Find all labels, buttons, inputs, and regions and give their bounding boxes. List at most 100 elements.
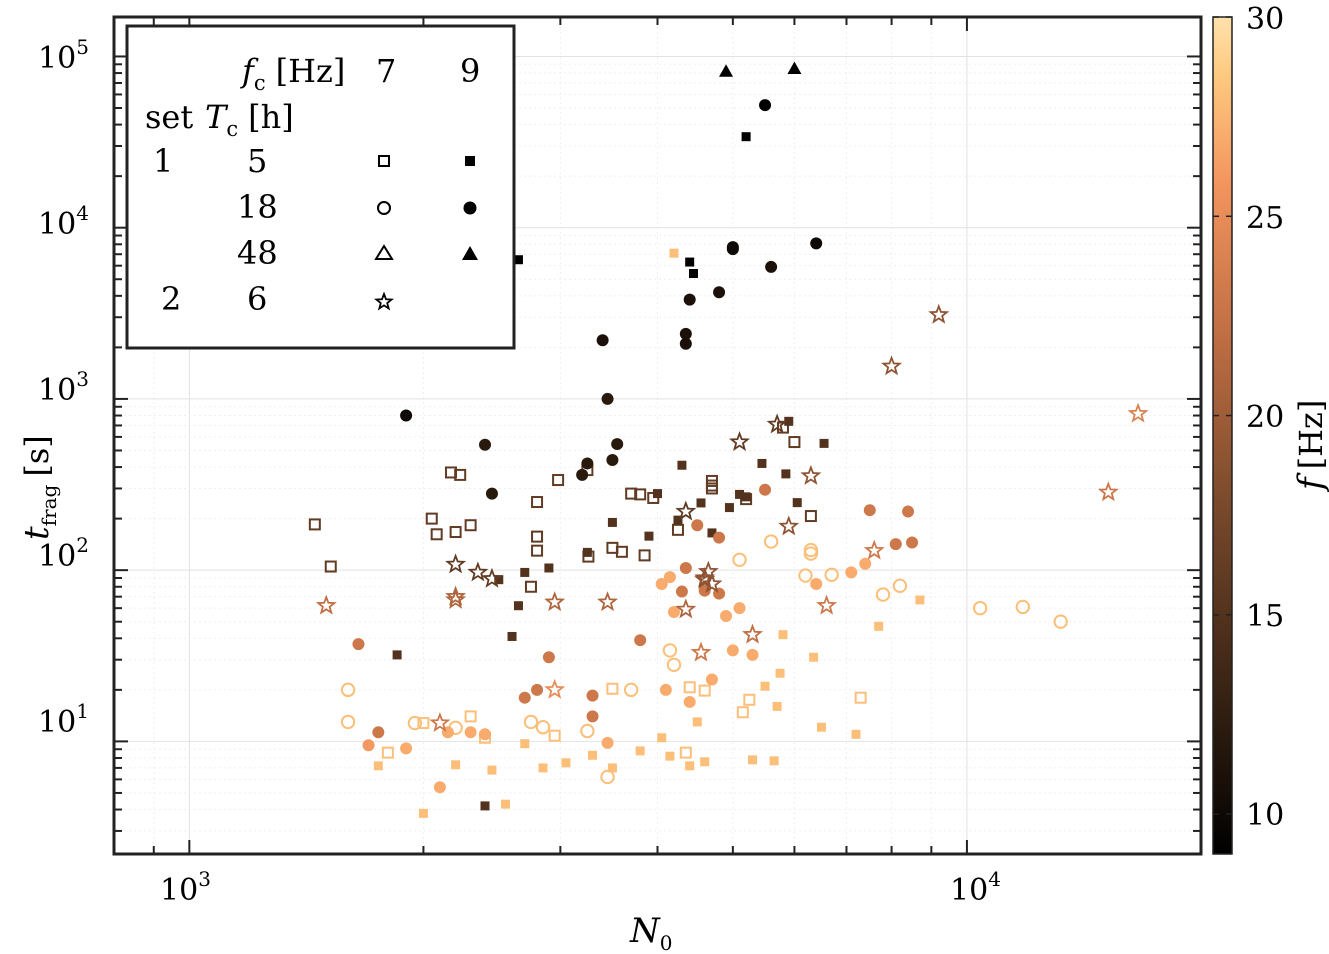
point-circle-filled (606, 453, 619, 466)
y-tick-label-100: 102 (38, 533, 89, 574)
point-circle-filled (845, 566, 858, 579)
point-square-open (638, 549, 651, 562)
legend-box (125, 24, 516, 350)
legend-row-3-tc: 48 (237, 234, 278, 272)
point-circle-filled (906, 536, 919, 549)
point-square-open (788, 436, 801, 449)
y-tick-label-1000: 103 (38, 367, 89, 408)
point-circle-filled (746, 648, 759, 661)
point-circle-filled (726, 644, 739, 657)
point-circle-filled (713, 531, 726, 544)
point-circle-open (623, 682, 639, 698)
colorbar-tick-25: 25 (1246, 201, 1284, 236)
point-circle-filled (611, 438, 624, 451)
point-star-open (429, 711, 451, 732)
point-square-filled (792, 498, 802, 508)
point-square-filled (544, 563, 554, 573)
point-circle-open (666, 657, 682, 673)
point-square-filled (669, 248, 679, 258)
point-square-open (683, 681, 696, 694)
point-star-open (881, 355, 903, 376)
point-square-filled (513, 255, 523, 265)
point-square-open (464, 710, 477, 723)
point-square-filled (781, 469, 791, 479)
legend-row-1-set: 1 (153, 142, 173, 180)
point-square-open (615, 545, 628, 558)
point-square-filled (696, 498, 706, 508)
legend-row-4-set: 2 (161, 280, 181, 318)
point-star-open (816, 594, 838, 615)
point-circle-open (1015, 599, 1031, 615)
point-square-filled (851, 729, 861, 739)
point-circle-filled (518, 691, 531, 704)
point-square-filled (451, 760, 461, 770)
point-square-filled (588, 750, 598, 760)
point-square-filled (748, 755, 758, 765)
legend-square-open (378, 155, 390, 167)
point-square-filled (607, 763, 617, 773)
legend-circle-filled (463, 201, 477, 215)
point-circle-open (407, 715, 423, 731)
point-circle-filled (478, 728, 491, 741)
point-circle-filled (601, 736, 614, 749)
point-circle-filled (400, 742, 413, 755)
point-square-filled (775, 668, 785, 678)
point-square-filled (665, 751, 675, 761)
point-circle-filled (810, 237, 823, 250)
point-circle-open (600, 769, 615, 785)
point-square-filled (507, 631, 517, 641)
point-square-open (552, 474, 565, 487)
point-square-filled (487, 765, 497, 775)
point-star-open (701, 572, 723, 593)
point-square-filled (685, 257, 695, 267)
colorbar-gradient (1212, 16, 1233, 855)
legend-star-open (373, 291, 395, 311)
point-circle-filled (542, 651, 555, 664)
point-circle-filled (531, 683, 544, 696)
point-circle-open (763, 534, 779, 549)
point-circle-filled (464, 726, 477, 739)
point-circle-filled (733, 602, 746, 615)
point-circle-filled (372, 726, 385, 739)
point-circle-filled (683, 293, 696, 306)
point-circle-filled (679, 327, 692, 340)
point-star-open (800, 464, 822, 485)
point-circle-open (972, 600, 988, 616)
point-square-filled (494, 575, 504, 585)
point-square-filled (392, 650, 402, 660)
point-square-filled (513, 601, 523, 611)
point-square-filled (784, 416, 794, 426)
point-square-filled (538, 763, 548, 773)
point-square-filled (689, 269, 699, 279)
point-square-open (454, 468, 467, 481)
point-circle-open (803, 542, 819, 558)
legend-triangle-filled (462, 246, 478, 260)
point-circle-filled (433, 781, 446, 794)
point-star-open (742, 623, 764, 644)
point-square-open (671, 523, 684, 536)
point-circle-open (1053, 614, 1068, 629)
point-square-open (381, 746, 394, 759)
point-circle-filled (362, 739, 375, 752)
point-square-filled (707, 528, 717, 538)
point-square-filled (692, 717, 702, 727)
point-square-open (524, 580, 537, 593)
legend: fc [Hz] 7 9 set Tc [h] 1 5 18 48 2 6 (125, 24, 516, 350)
point-circle-filled (576, 468, 589, 481)
point-circle-open (662, 643, 678, 658)
point-circle-filled (765, 260, 778, 273)
point-circle-filled (705, 673, 718, 686)
point-square-open (425, 512, 438, 525)
point-square-filled (741, 492, 751, 502)
point-circle-open (892, 578, 908, 594)
point-square-open (548, 729, 561, 742)
point-circle-filled (889, 538, 902, 551)
point-star-open (729, 431, 751, 451)
y-tick-label-10000: 104 (38, 201, 89, 242)
point-square-open (854, 691, 867, 704)
point-circle-open (340, 714, 356, 730)
point-circle-open (824, 567, 839, 582)
point-circle-filled (485, 487, 498, 500)
plot-frame (112, 15, 1203, 856)
